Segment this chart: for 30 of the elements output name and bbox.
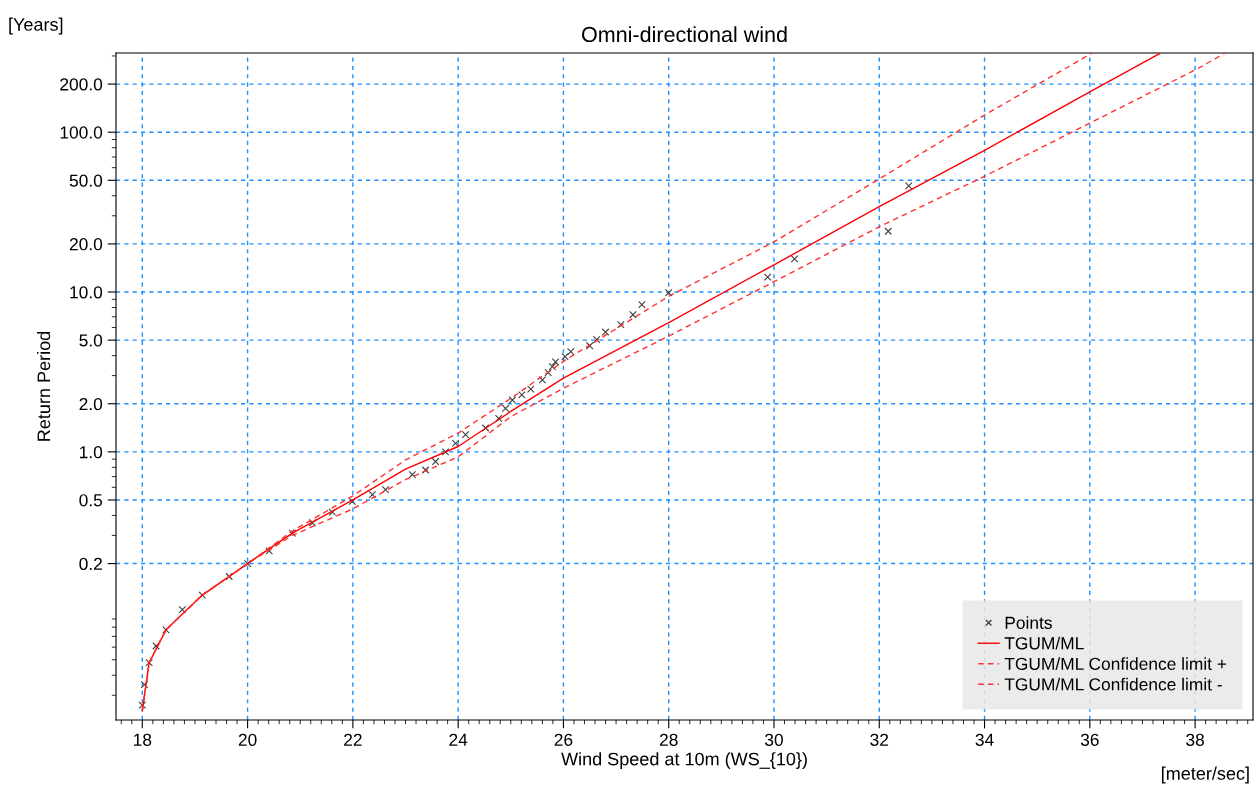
x-tick-label: 30 [764,733,783,746]
legend-label: TGUM/ML Confidence limit - [1004,677,1222,691]
x-tick-label: 38 [1186,733,1204,746]
y-tick-label: 10.0 [70,286,103,299]
legend-label: Points [1005,616,1052,629]
text: [Years] [9,17,63,35]
chart-title: Omni-directional wind [582,26,787,43]
x-tick-label: 18 [133,733,152,746]
y-tick-label: 20.0 [69,238,103,251]
y-tick-label: 1.0 [80,446,103,459]
x-tick-label: 22 [344,733,362,746]
y-tick-label: 100.0 [60,126,103,139]
y-tick-label: 5.0 [79,334,103,347]
y-tick-label: 200.0 [60,78,103,91]
y-tick-label: 50.0 [69,174,103,187]
x-axis-title: Wind Speed at 10m (WS_{10}) [561,752,807,769]
y-tick-label: 0.5 [79,494,103,507]
x-tick-label: 28 [659,733,678,746]
legend-label: TGUM/ML Confidence limit + [1004,657,1227,670]
x-tick-label: 26 [554,733,573,746]
x-tick-label: 32 [870,733,889,746]
y-axis-title: Return Period [36,331,51,441]
text: [meter/sec] [1161,766,1249,784]
x-tick-label: 36 [1080,733,1099,746]
x-tick-label: 24 [449,733,468,746]
y-tick-label: 0.2 [79,557,102,571]
x-tick-label: 20 [238,733,257,746]
legend-label: TGUM/ML [1004,636,1084,650]
x-tick-label: 34 [975,733,994,746]
y-tick-label: 2.0 [79,397,103,411]
